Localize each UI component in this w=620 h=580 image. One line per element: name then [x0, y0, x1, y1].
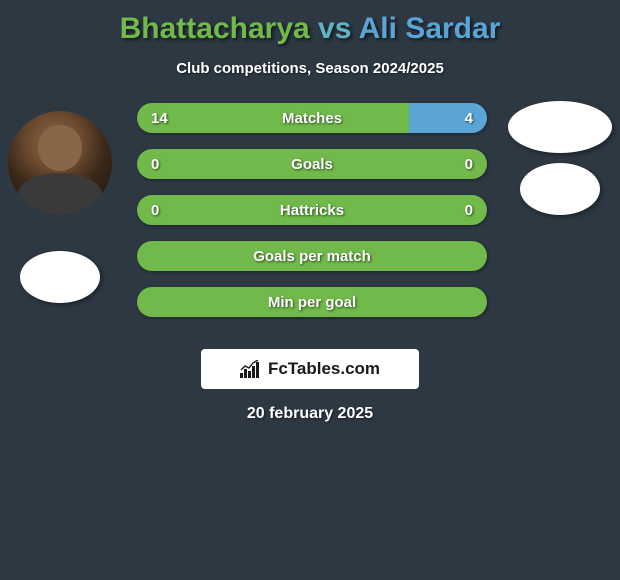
bar-goals: 0 Goals 0: [137, 149, 487, 179]
vs-separator: vs: [318, 12, 351, 45]
subtitle: Club competitions, Season 2024/2025: [0, 60, 620, 77]
bar-val-right: 0: [465, 149, 473, 179]
player1-name: Bhattacharya: [120, 12, 310, 45]
brand-text: FcTables.com: [268, 359, 380, 379]
brand-box: FcTables.com: [201, 349, 419, 389]
bar-hattricks: 0 Hattricks 0: [137, 195, 487, 225]
main-area: 14 Matches 4 0 Goals 0 0 Hattricks 0: [0, 103, 620, 343]
bar-val-right: 0: [465, 195, 473, 225]
bar-label: Min per goal: [137, 287, 487, 317]
bar-matches: 14 Matches 4: [137, 103, 487, 133]
page-title: Bhattacharya vs Ali Sardar: [0, 12, 620, 46]
bar-label: Hattricks: [137, 195, 487, 225]
bar-label: Goals: [137, 149, 487, 179]
bar-goals-per-match: Goals per match: [137, 241, 487, 271]
comparison-card: Bhattacharya vs Ali Sardar Club competit…: [0, 0, 620, 431]
bar-min-per-goal: Min per goal: [137, 287, 487, 317]
player2-pill: [508, 101, 612, 153]
bar-val-right: 4: [465, 103, 473, 133]
bar-label: Matches: [137, 103, 487, 133]
comparison-bars: 14 Matches 4 0 Goals 0 0 Hattricks 0: [137, 103, 487, 333]
fctables-icon: [240, 360, 262, 378]
bar-label: Goals per match: [137, 241, 487, 271]
date-line: 20 february 2025: [0, 405, 620, 423]
player1-flag: [20, 251, 100, 303]
player1-avatar: [8, 111, 112, 215]
player2-name: Ali Sardar: [359, 12, 501, 45]
player2-flag: [520, 163, 600, 215]
